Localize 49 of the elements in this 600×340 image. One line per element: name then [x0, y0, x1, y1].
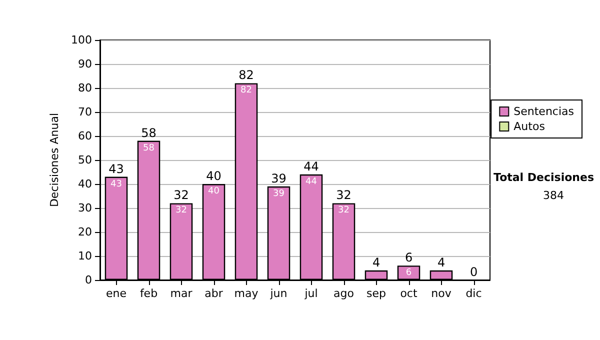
x-tick-label: mar [170, 287, 193, 300]
y-tick-label: 100 [71, 34, 92, 46]
data-label: 82 [240, 86, 252, 96]
total-label: 82 [238, 68, 254, 82]
x-tick-label: may [234, 287, 259, 300]
total-label: 6 [404, 250, 413, 265]
y-tick-label: 60 [78, 130, 92, 142]
y-tick-label: 30 [78, 202, 92, 214]
y-tick-label: 80 [78, 82, 92, 94]
y-tick-label: 90 [78, 58, 92, 70]
y-tick-label: 10 [78, 250, 92, 262]
x-tick-label: feb [140, 287, 158, 300]
text: Total Decisiones [494, 171, 594, 184]
x-tick-label: sep [366, 287, 386, 300]
legend-label: Autos [514, 120, 546, 133]
total-label: 4 [372, 255, 380, 270]
total-label: 32 [174, 188, 189, 202]
data-label: 58 [143, 143, 155, 154]
data-label: 39 [273, 188, 285, 199]
data-label: 32 [338, 206, 350, 216]
x-tick-label: oct [400, 287, 418, 300]
y-tick-label: 50 [78, 154, 92, 166]
total-label: 0 [470, 265, 478, 279]
total-label: 44 [304, 159, 319, 174]
y-tick-label: 70 [78, 106, 92, 118]
x-tick-label: abr [204, 287, 224, 300]
legend-label: Sentencias [514, 105, 574, 118]
total-label: 32 [336, 188, 352, 202]
y-tick-label: 0 [85, 274, 92, 286]
x-tick-label: nov [431, 287, 452, 300]
y-tick-label: 40 [78, 178, 92, 190]
total-label: 39 [271, 171, 286, 186]
x-tick-label: ene [106, 287, 127, 300]
x-tick-label: ago [334, 287, 354, 300]
x-tick-label: jul [304, 287, 318, 300]
data-label: 44 [306, 176, 318, 187]
x-tick-label: jun [269, 287, 288, 300]
y-axis-title: Decisiones Anual [48, 112, 62, 208]
total-label: 43 [108, 162, 124, 176]
total-label: 58 [141, 126, 156, 140]
text: 384 [543, 189, 564, 202]
total-label: 4 [437, 255, 446, 270]
y-tick-label: 20 [78, 226, 92, 238]
data-label: 40 [208, 186, 220, 196]
x-tick-label: dic [466, 287, 482, 300]
data-label: 32 [176, 206, 187, 216]
data-label: 43 [110, 179, 122, 190]
total-label: 40 [206, 169, 222, 183]
data-label: 6 [406, 268, 412, 278]
